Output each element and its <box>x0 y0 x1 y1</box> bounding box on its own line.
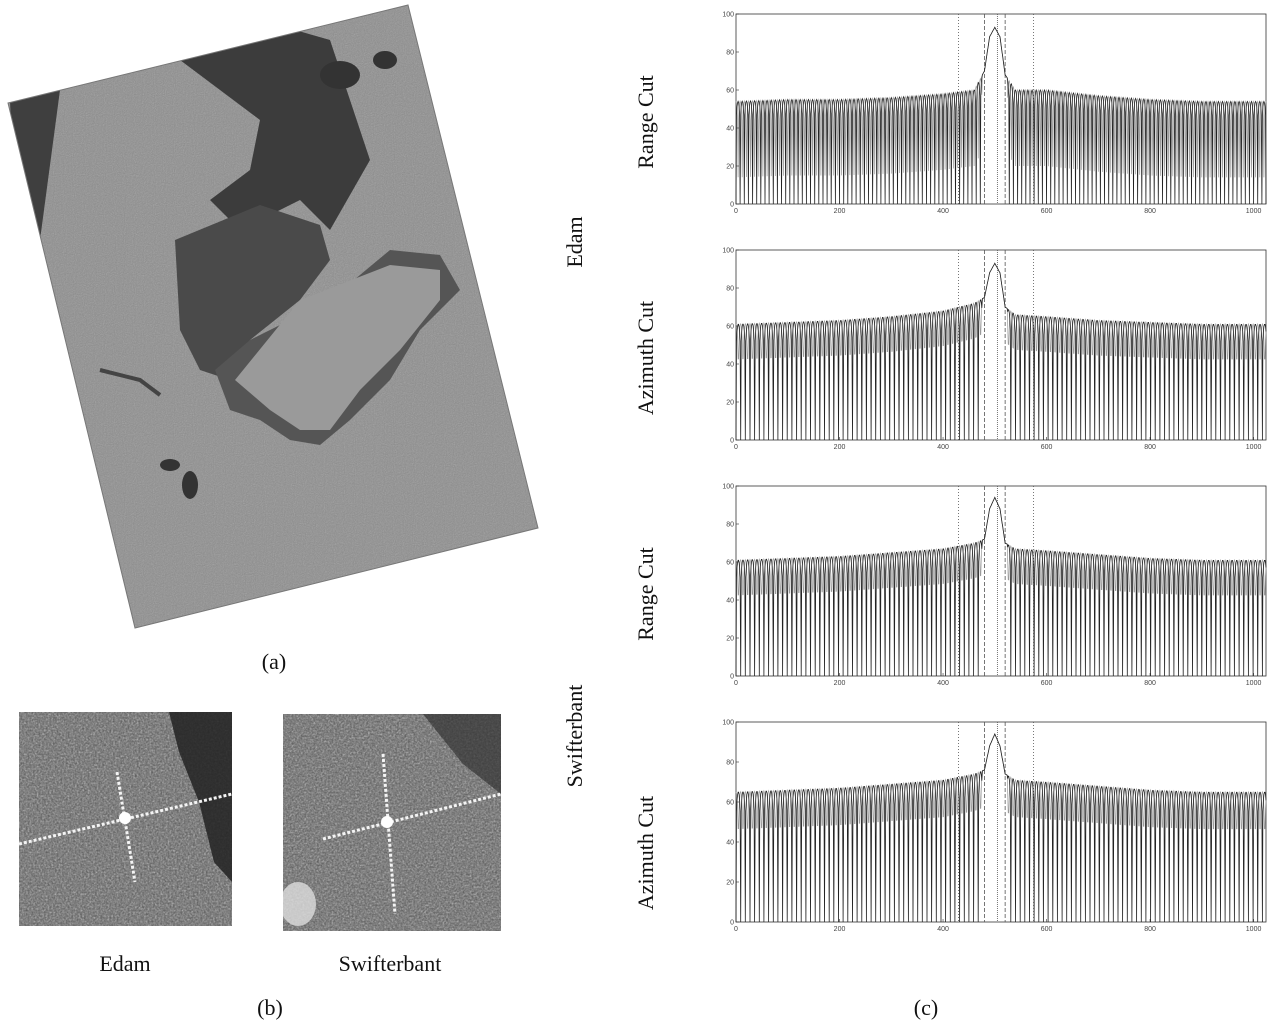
x-tick-label: 1000 <box>1246 208 1262 215</box>
plot-frame <box>735 13 1267 205</box>
cut-series-oversampled <box>735 26 1267 178</box>
cut-series <box>735 262 1267 441</box>
y-tick-label: 100 <box>722 12 734 19</box>
y-tick-label: 0 <box>730 674 734 681</box>
group-label-swifterbant: Swifterbant <box>562 684 587 788</box>
x-tick-label: 0 <box>734 444 738 451</box>
target-chip-swifterbant <box>283 714 501 931</box>
x-tick-label: 1000 <box>1246 926 1262 933</box>
group-label-edam: Edam <box>562 216 587 268</box>
y-tick-label: 0 <box>730 920 734 927</box>
azimuth-cut-chart-swifterbant: 0 200 400 600 800 1000 0 20 40 60 80 100 <box>722 720 1267 933</box>
y-tick-label: 40 <box>726 126 734 133</box>
x-tick-label: 800 <box>1144 680 1156 687</box>
panel-a-caption: (a) <box>261 649 287 674</box>
range-cut-chart-edam: 0 200 400 600 800 1000 0 20 40 60 80 100 <box>722 12 1267 215</box>
cut-label-1: Range Cut <box>633 75 658 169</box>
x-tick-label: 1000 <box>1246 680 1262 687</box>
plot-frame <box>735 721 1267 923</box>
y-tick-label: 100 <box>722 248 734 255</box>
chip-label-edam: Edam <box>99 951 151 976</box>
x-tick-label: 1000 <box>1246 444 1262 451</box>
azimuth-cut-chart-edam: 0 200 400 600 800 1000 0 20 40 60 80 100 <box>722 248 1267 451</box>
x-tick-label: 600 <box>1041 680 1053 687</box>
y-tick-label: 80 <box>726 760 734 767</box>
range-cut-chart-swifterbant: 0 200 400 600 800 1000 0 20 40 60 80 100 <box>722 484 1267 687</box>
y-tick-label: 60 <box>726 88 734 95</box>
x-tick-label: 600 <box>1041 208 1053 215</box>
y-tick-label: 40 <box>726 598 734 605</box>
y-tick-label: 60 <box>726 800 734 807</box>
y-tick-label: 20 <box>726 636 734 643</box>
x-tick-label: 600 <box>1041 926 1053 933</box>
panel-c-caption: (c) <box>913 995 939 1020</box>
y-tick-label: 80 <box>726 522 734 529</box>
x-tick-label: 200 <box>834 444 846 451</box>
y-tick-label: 0 <box>730 202 734 209</box>
plot-frame <box>735 485 1267 677</box>
cut-label-2: Azimuth Cut <box>633 300 658 416</box>
chip-label-swifterbant: Swifterbant <box>338 951 442 976</box>
x-tick-label: 0 <box>734 926 738 933</box>
x-tick-label: 800 <box>1144 444 1156 451</box>
x-tick-label: 800 <box>1144 926 1156 933</box>
cut-label-4: Azimuth Cut <box>633 795 658 911</box>
x-tick-label: 400 <box>937 208 949 215</box>
x-tick-label: 0 <box>734 208 738 215</box>
x-tick-label: 400 <box>937 680 949 687</box>
y-tick-label: 40 <box>726 362 734 369</box>
x-tick-label: 400 <box>937 444 949 451</box>
y-tick-label: 60 <box>726 324 734 331</box>
y-tick-label: 20 <box>726 164 734 171</box>
x-tick-label: 200 <box>834 208 846 215</box>
cut-series <box>735 26 1267 205</box>
y-tick-label: 80 <box>726 50 734 57</box>
y-tick-label: 80 <box>726 286 734 293</box>
y-tick-label: 20 <box>726 400 734 407</box>
y-tick-label: 100 <box>722 720 734 727</box>
y-tick-label: 100 <box>722 484 734 491</box>
x-tick-label: 800 <box>1144 208 1156 215</box>
plot-frame <box>735 249 1267 441</box>
x-tick-label: 400 <box>937 926 949 933</box>
y-tick-label: 40 <box>726 840 734 847</box>
cut-label-3: Range Cut <box>633 547 658 641</box>
cut-series <box>735 496 1267 677</box>
y-tick-label: 0 <box>730 438 734 445</box>
y-tick-label: 20 <box>726 880 734 887</box>
x-tick-label: 200 <box>834 926 846 933</box>
panel-b-caption: (b) <box>257 995 283 1020</box>
y-tick-label: 60 <box>726 560 734 567</box>
cut-series <box>735 732 1267 923</box>
x-tick-label: 200 <box>834 680 846 687</box>
target-chip-edam <box>19 712 232 926</box>
x-tick-label: 600 <box>1041 444 1053 451</box>
x-tick-label: 0 <box>734 680 738 687</box>
